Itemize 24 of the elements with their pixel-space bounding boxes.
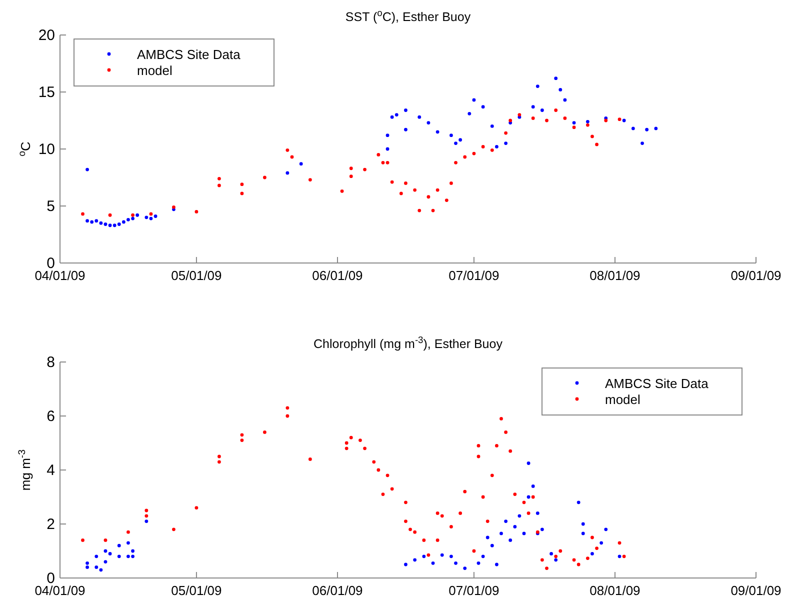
x-tick-label: 08/01/09 <box>590 583 640 598</box>
x-tick-label: 05/01/09 <box>171 583 222 598</box>
chart-title: SST ($^{o}$C), Esther Buoy <box>345 8 472 24</box>
x-tick-label: 06/01/09 <box>312 583 363 598</box>
y-tick-label: 2 <box>46 516 55 533</box>
x-tick-label: 08/01/09 <box>590 268 640 283</box>
y-tick-label: 5 <box>46 198 55 215</box>
x-tick-label: 07/01/09 <box>448 268 500 283</box>
legend-label: model <box>137 63 173 78</box>
x-tick-label: 05/01/09 <box>171 268 222 283</box>
x-tick-label: 07/01/09 <box>448 583 500 598</box>
chart-title: Chlorophyll (mg m$^{-3}$), Esther Buoy <box>314 335 504 351</box>
y-tick-label: 10 <box>38 141 55 158</box>
x-tick-label: 06/01/09 <box>312 268 363 283</box>
legend-label: AMBCS Site Data <box>137 47 242 62</box>
x-tick-label: 09/01/09 <box>730 583 782 598</box>
y-tick-label: 15 <box>38 84 55 101</box>
y-tick-label: 8 <box>46 354 55 371</box>
legend-label: AMBCS Site Data <box>605 376 710 391</box>
x-tick-label: 09/01/09 <box>730 268 782 283</box>
y-tick-label: 4 <box>46 462 55 479</box>
y-tick-label: 20 <box>38 27 55 44</box>
legend-label: model <box>605 392 641 407</box>
y-tick-label: 6 <box>46 408 55 425</box>
